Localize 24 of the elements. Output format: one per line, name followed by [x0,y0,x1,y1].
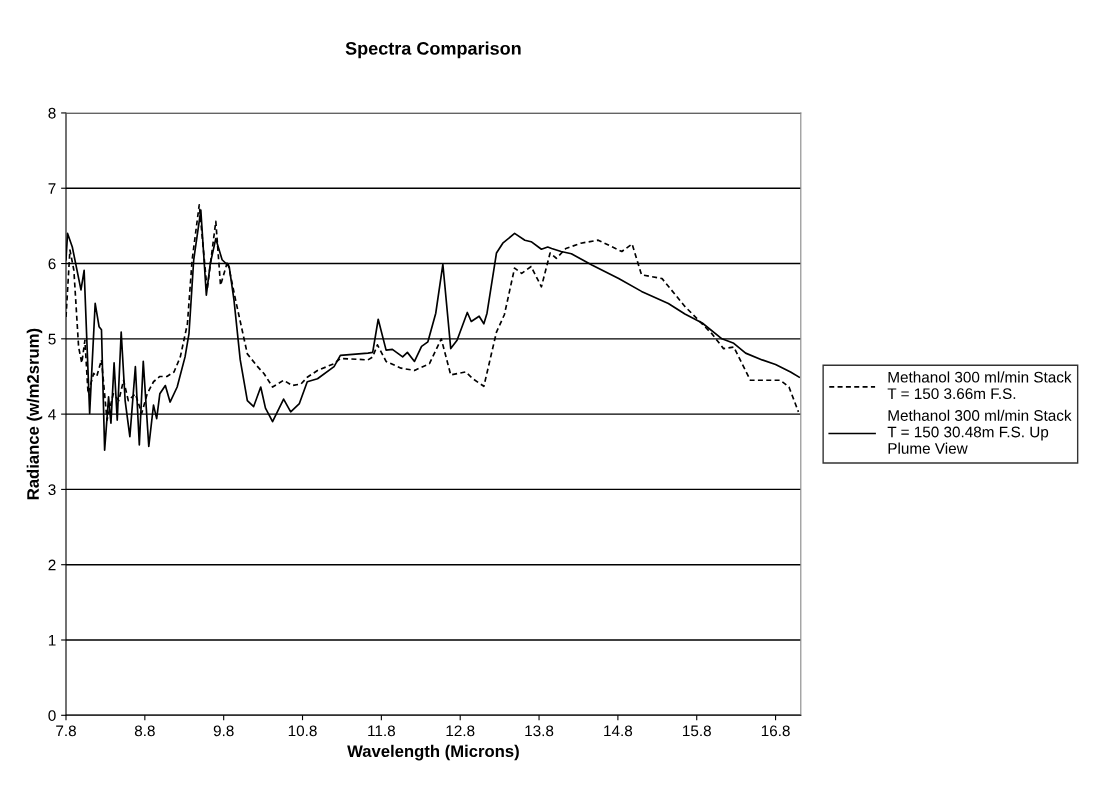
y-tick-label: 6 [48,258,56,270]
x-tick-label: 12.8 [446,725,475,737]
y-tick-label: 4 [48,409,56,420]
x-tick-label: 9.8 [213,725,234,737]
legend-label: Methanol 300 ml/min Stack T = 150 3.66m F.S. [887,371,1072,400]
chart-title: Spectra Comparison [345,41,521,59]
y-tick-label: 3 [48,484,56,496]
x-tick-label: 10.8 [288,725,317,737]
x-tick-label: 15.8 [683,725,711,737]
x-tick-label: 16.8 [761,725,790,737]
y-axis-title: Radiance (w/m2srum) [26,328,43,500]
x-tick-label: 8.8 [134,725,155,737]
y-tick-label: 0 [48,710,56,721]
y-tick-label: 1 [48,635,56,646]
x-tick-label: 13.8 [525,725,554,737]
y-tick-label: 7 [48,183,56,194]
x-tick-label: 7.8 [56,725,76,737]
x-axis-title: Wavelength (Microns) [347,744,519,761]
y-tick-label: 5 [48,333,56,345]
legend-label: Methanol 300 ml/min Stack T = 150 30.48m F.S. Up Plume View [887,409,1072,454]
x-tick-label: 11.8 [368,725,396,737]
y-tick-label: 8 [48,107,56,119]
y-tick-label: 2 [48,559,56,571]
x-tick-label: 14.8 [604,725,633,737]
